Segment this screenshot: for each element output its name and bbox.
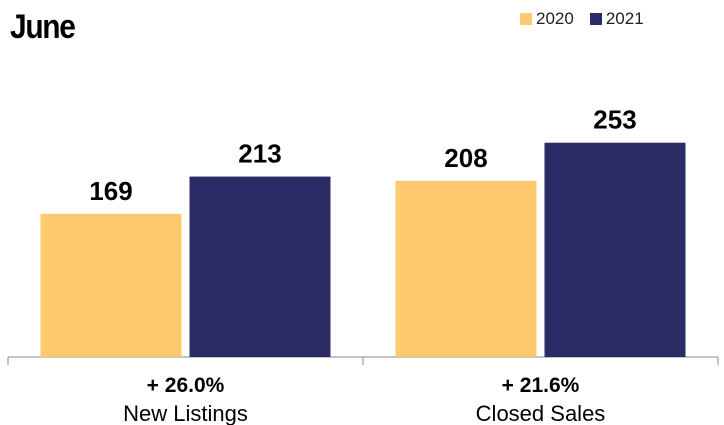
legend: 2020 2021	[520, 9, 660, 29]
data-label-2020-0: 169	[89, 176, 132, 206]
bar-2021-0	[189, 176, 331, 357]
legend-item-2020: 2020	[520, 9, 574, 29]
bar-2020-0	[40, 213, 182, 357]
change-label-1: + 21.6%	[502, 374, 580, 397]
category-label-0: New Listings	[123, 401, 248, 425]
category-label-1: Closed Sales	[476, 401, 606, 425]
data-label-2021-1: 253	[593, 105, 636, 135]
legend-item-2021: 2021	[589, 9, 644, 29]
bar-2020-1	[395, 180, 537, 357]
data-label-2021-0: 213	[238, 139, 281, 169]
data-label-2020-1: 208	[444, 143, 487, 173]
change-label-0: + 26.0%	[147, 374, 225, 397]
chart-title: June	[10, 8, 76, 46]
legend-swatch-2021	[589, 13, 602, 25]
legend-swatch-2020	[520, 13, 532, 25]
legend-label-2020: 2020	[536, 9, 574, 28]
bar-2021-1	[544, 142, 686, 357]
legend-label-2021: 2021	[605, 9, 644, 28]
